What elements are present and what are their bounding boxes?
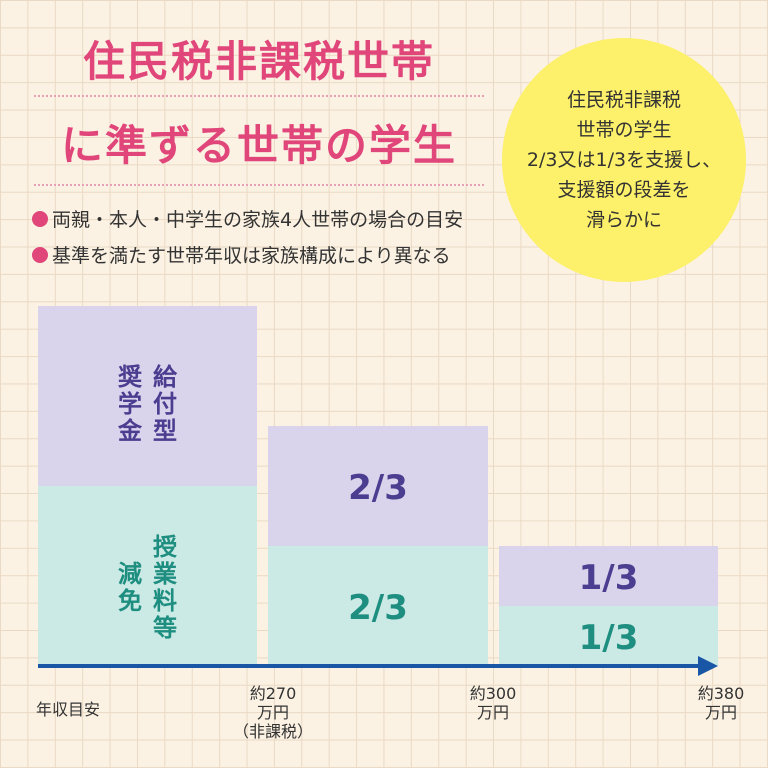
bar-segment-grant-1 [268,425,488,546]
bar-segment-tuition-1 [268,545,488,666]
x-axis-title: 年収目安 [36,700,101,719]
svg-text:型: 型 [153,417,177,445]
bar-segment-grant-2 [499,546,718,607]
series-label-grant-col-1: 給付型 [153,363,178,445]
svg-text:付: 付 [153,390,177,418]
svg-text:金: 金 [117,417,143,445]
bubble-line-5: 滑らかに [585,209,662,231]
bubble-line-3: 2/3又は1/3を支援し、 [526,149,722,171]
tick-label-380: 約380 万円 [697,684,745,722]
note-1: 両親・本人・中学生の家族4人世帯の場合の目安 [32,205,463,232]
bar-segment-tuition-2 [499,606,718,666]
data-label-tuition-1: 2/3 [348,588,408,628]
title-divider-2 [34,184,484,186]
svg-text:給: 給 [153,363,178,391]
svg-text:授: 授 [153,533,178,561]
bar-segment-tuition-0 [38,486,257,666]
svg-text:減: 減 [118,560,142,588]
svg-text:業: 業 [153,560,177,588]
note-1-text: 両親・本人・中学生の家族4人世帯の場合の目安 [52,209,464,231]
bullet-dot-icon [32,210,48,227]
page-title-line-2: に準ずる世帯の学生 [60,121,457,170]
page-title-line-1: 住民税非課税世帯 [82,37,435,86]
axis-arrow-icon [698,656,718,676]
bubble-line-2: 世帯の学生 [576,119,672,141]
series-label-grant-col-2: 奨学金 [117,363,143,445]
data-label-tuition-2: 1/3 [579,618,639,658]
tick-label-300: 約300 万円 [469,684,517,722]
svg-text:学: 学 [118,390,142,418]
bar-segment-grant-0 [38,306,257,486]
title-divider-1 [34,95,484,97]
data-label-grant-1: 2/3 [348,468,408,508]
svg-text:等: 等 [153,614,177,642]
svg-text:料: 料 [153,587,177,615]
bubble-line-1: 住民税非課税 [566,89,681,111]
svg-text:奨: 奨 [118,363,143,391]
tick-label-270: 約270 万円 （非課税） [232,684,313,741]
bubble-line-4: 支援額の段差を [557,179,691,201]
series-label-tuition-col-2: 減免 [118,560,142,615]
note-2: 基準を満たす世帯年収は家族構成により異なる [32,241,451,268]
data-label-grant-2: 1/3 [579,558,639,598]
bullet-dot-icon [32,246,48,263]
note-2-text: 基準を満たす世帯年収は家族構成により異なる [52,245,451,267]
summary-bubble: 住民税非課税 世帯の学生 2/3又は1/3を支援し、 支援額の段差を 滑らかに [502,38,746,282]
svg-text:免: 免 [118,587,142,615]
